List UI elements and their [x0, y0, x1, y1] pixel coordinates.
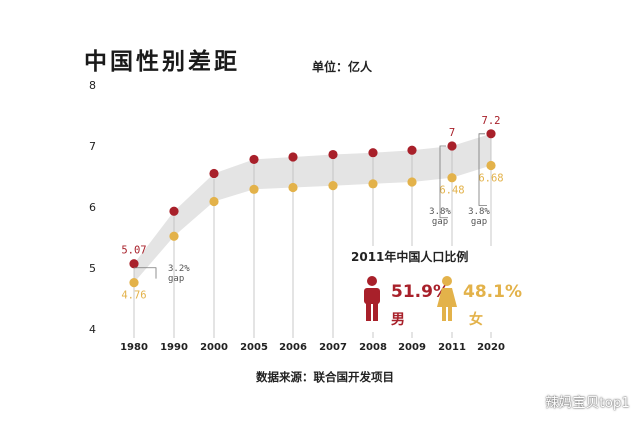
inset-title: 2011年中国人口比例 — [351, 250, 469, 264]
male-point — [129, 259, 139, 269]
y-tick-label: 6 — [89, 201, 96, 214]
x-tick-label: 2006 — [279, 342, 307, 353]
male-percentage: 51.9% — [391, 282, 450, 302]
wechat-icon — [525, 394, 541, 407]
male-point — [249, 154, 259, 165]
gap-bracket — [134, 267, 157, 279]
female-label: 女 — [469, 312, 483, 328]
female-data-label: 4.76 — [121, 290, 146, 302]
y-tick-label: 4 — [89, 323, 96, 336]
male-label: 男 — [391, 312, 405, 328]
female-point — [129, 278, 139, 288]
male-data-label: 7 — [449, 127, 455, 139]
x-tick-label: 2011 — [438, 342, 466, 353]
female-point — [288, 182, 298, 193]
y-tick-label: 7 — [89, 140, 96, 153]
x-tick-label: 2020 — [477, 342, 505, 353]
male-point — [288, 152, 298, 162]
female-point — [328, 181, 338, 191]
male-point — [169, 206, 179, 216]
watermark-text: 辣妈宝贝top1 — [545, 395, 630, 411]
female-point — [447, 173, 457, 183]
female-point — [486, 160, 496, 171]
y-tick-label: 5 — [89, 262, 96, 275]
x-tick-label: 2005 — [240, 342, 268, 353]
gap-annotation: gap — [168, 274, 184, 284]
male-point — [209, 168, 219, 179]
man-icon — [364, 276, 380, 321]
female-data-label: 6.48 — [439, 185, 464, 197]
male-data-label: 7.2 — [482, 115, 501, 127]
gap-annotation: 3.2% — [168, 264, 190, 274]
female-percentage: 48.1% — [463, 282, 522, 302]
gap-bracket — [478, 133, 487, 206]
male-point — [447, 141, 457, 151]
female-point — [209, 196, 219, 207]
woman-icon — [437, 276, 457, 321]
x-tick-label: 2007 — [319, 342, 347, 353]
gap-annotation: gap — [432, 217, 448, 227]
female-point — [368, 179, 378, 189]
gap-annotation: 3.8% — [429, 207, 451, 217]
female-data-label: 6.68 — [478, 173, 503, 185]
gap-bracket — [439, 145, 448, 219]
male-point — [407, 145, 417, 155]
male-point — [328, 149, 338, 160]
x-tick-label: 2008 — [359, 342, 387, 353]
unit-label: 单位：亿人 — [312, 60, 373, 74]
male-point — [368, 148, 378, 158]
female-point — [169, 231, 179, 241]
page-title: 中国性别差距 — [84, 49, 240, 75]
x-tick-label: 2009 — [398, 342, 426, 353]
source-note: 数据来源：联合国开发项目 — [256, 370, 394, 384]
y-tick-label: 8 — [89, 79, 96, 92]
x-tick-label: 1980 — [120, 342, 148, 353]
male-point — [486, 129, 496, 139]
population-ratio-panel: 2011年中国人口比例 51.9% 男 48.1% 女 — [347, 246, 522, 332]
male-data-label: 5.07 — [121, 245, 146, 257]
x-tick-label: 1990 — [160, 342, 188, 353]
gap-annotation: gap — [471, 217, 487, 227]
female-point — [249, 184, 259, 194]
gap-band — [134, 133, 491, 283]
x-tick-label: 2000 — [200, 342, 228, 353]
watermark: 辣妈宝贝top1 — [525, 391, 630, 411]
gap-annotation: 3.8% — [468, 207, 490, 217]
female-point — [407, 177, 417, 187]
